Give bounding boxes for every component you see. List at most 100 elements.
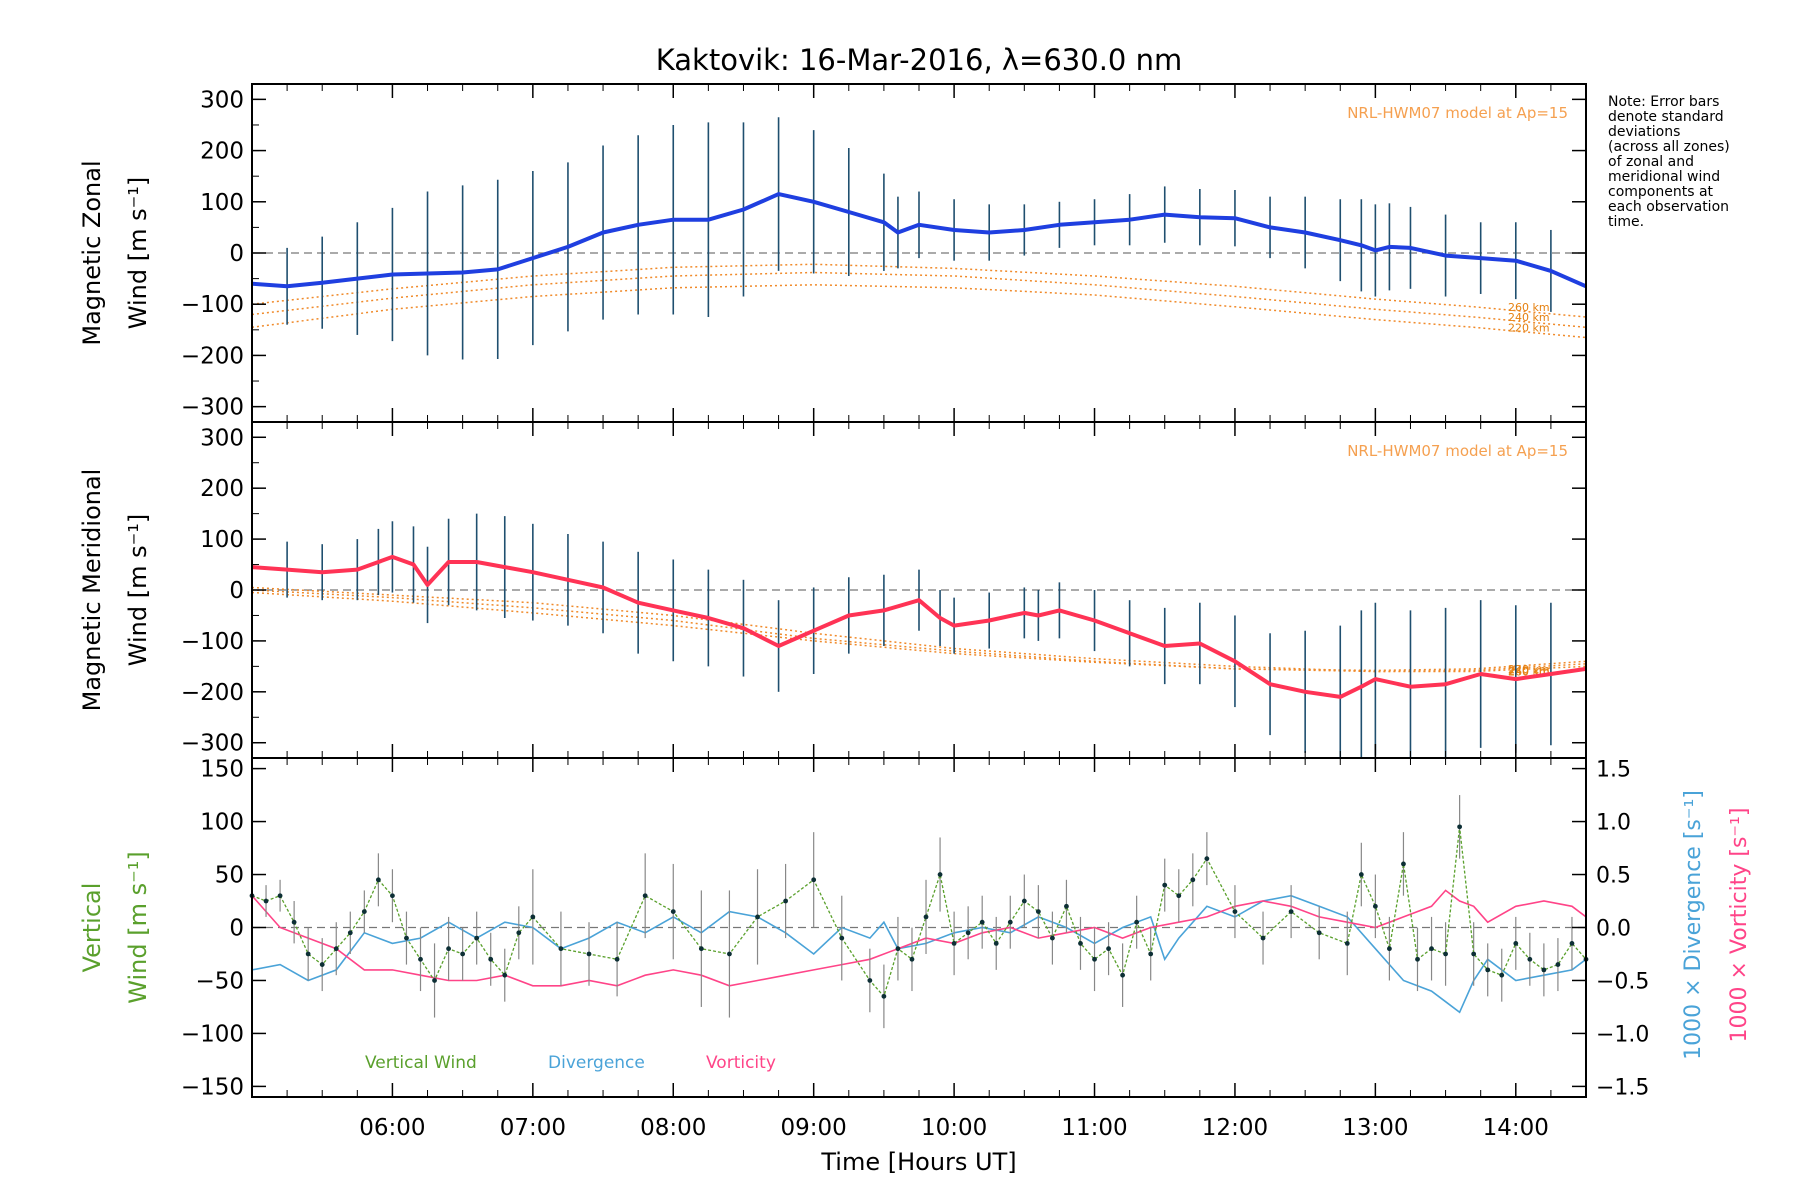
- vertical-wind-point: [909, 956, 915, 962]
- vertical-wind-point: [418, 956, 423, 962]
- vertical-wind-point: [1415, 956, 1420, 962]
- vertical-wind-point: [698, 946, 704, 952]
- y-tick-label: 150: [200, 757, 244, 783]
- vertical-wind-point: [839, 935, 845, 941]
- vertical-wind-point: [530, 914, 536, 920]
- vertical-wind-point: [1443, 951, 1448, 957]
- right-axis-label-divergence: 1000 × Divergence [s⁻¹]: [1681, 790, 1706, 1060]
- vertical-wind-point: [1316, 930, 1322, 936]
- y-tick-label: 300: [200, 425, 244, 451]
- note-line: (across all zones): [1608, 139, 1730, 155]
- right-axis-label-vorticity: 1000 × Vorticity [s⁻¹]: [1727, 808, 1752, 1043]
- model-alt-label: 220 km: [1508, 321, 1550, 334]
- model-label: NRL-HWM07 model at Ap=15: [1347, 104, 1568, 122]
- vertical-wind-point: [460, 951, 466, 957]
- vertical-wind-point: [881, 993, 887, 999]
- vertical-wind-point: [614, 956, 620, 962]
- vertical-wind-point: [783, 898, 788, 904]
- vertical-wind-point: [937, 872, 943, 877]
- vertical-wind-point: [404, 935, 409, 941]
- vertical-wind-point: [1485, 967, 1491, 973]
- note-line: denote standard: [1608, 109, 1724, 125]
- y-axis-label: Magnetic Zonal: [78, 160, 106, 345]
- vertical-wind-point: [319, 962, 325, 967]
- note-line: deviations: [1608, 124, 1680, 140]
- x-tick-label: 10:00: [921, 1115, 987, 1141]
- note-line: of zonal and: [1608, 154, 1694, 170]
- vertical-wind-point: [1190, 877, 1196, 883]
- vertical-wind-point: [558, 946, 564, 952]
- divergence-line: [251, 894, 1587, 1014]
- y-tick-label: 50: [215, 863, 244, 889]
- model-curve-260km: [251, 263, 1587, 318]
- vertical-wind-point: [1344, 940, 1350, 946]
- y-tick-label: 300: [200, 87, 244, 113]
- vertical-wind-point: [586, 951, 592, 957]
- vertical-wind-point: [446, 946, 451, 952]
- y-tick-label: −100: [181, 292, 244, 318]
- vertical-wind-point: [1288, 909, 1294, 915]
- x-tick-label: 11:00: [1061, 1115, 1127, 1141]
- model-alt-label: 260 km: [1508, 301, 1550, 314]
- vertical-wind-point: [1162, 882, 1168, 888]
- vertical-wind-point: [1401, 861, 1406, 867]
- vertical-wind-point: [993, 940, 999, 946]
- right-tick-label: −1.5: [1596, 1075, 1649, 1100]
- vertical-wind-point: [1148, 951, 1154, 957]
- right-tick-label: 0.0: [1596, 917, 1631, 942]
- series-line-zonal: [251, 192, 1587, 289]
- right-tick-label: 1.0: [1596, 811, 1631, 836]
- x-tick-label: 14:00: [1483, 1115, 1549, 1141]
- vertical-wind-point: [375, 877, 381, 883]
- vertical-wind-point: [474, 935, 480, 941]
- note-line: time.: [1608, 214, 1644, 230]
- y-tick-label: −100: [181, 1021, 244, 1047]
- x-axis-label: Time [Hours UT]: [820, 1148, 1016, 1176]
- y-tick-label: −200: [181, 343, 244, 369]
- vertical-wind-point: [1007, 919, 1013, 925]
- right-tick-label: 1.5: [1596, 758, 1631, 783]
- legend-item: Vorticity: [706, 1053, 776, 1073]
- y-axis-label: Vertical: [78, 883, 106, 973]
- model-alt-label: 240 km: [1508, 311, 1550, 324]
- vertical-wind-point: [432, 978, 437, 983]
- note-line: Note: Error bars: [1608, 94, 1719, 110]
- panel-vertical: Vertical Wind Divergence Vorticity 1.5 1.0 0.…: [78, 757, 1752, 1101]
- vertical-wind-point: [867, 978, 873, 983]
- y-tick-label: −300: [181, 731, 244, 757]
- y-tick-label: 100: [200, 190, 244, 216]
- vertical-wind-point: [1120, 972, 1126, 978]
- vertical-wind-point: [502, 972, 508, 978]
- vertical-wind-point: [1555, 962, 1561, 967]
- vertical-wind-point: [1035, 909, 1041, 915]
- vertical-wind-point: [390, 893, 395, 899]
- y-axis-label: Magnetic Meridional: [78, 469, 106, 712]
- vertical-wind-point: [1064, 903, 1069, 909]
- vertical-wind-point: [1232, 909, 1238, 915]
- vertical-wind-point: [1429, 946, 1434, 952]
- vertical-wind-point: [895, 946, 901, 952]
- model-alt-label: 220 km: [1508, 663, 1550, 676]
- vertical-wind-point: [755, 914, 760, 920]
- vertical-wind-point: [347, 930, 353, 936]
- vertical-wind-point: [291, 919, 297, 925]
- vertical-wind-point: [1176, 893, 1182, 899]
- y-axis-label: Wind [m s⁻¹]: [124, 851, 152, 1003]
- vertical-wind-point: [488, 956, 494, 962]
- vertical-wind-point: [305, 951, 311, 957]
- right-tick-label: −1.0: [1596, 1022, 1649, 1047]
- vertical-wind-point: [727, 951, 732, 957]
- x-tick-label: 09:00: [781, 1115, 847, 1141]
- vertical-wind-point: [333, 946, 339, 952]
- y-tick-label: 100: [200, 810, 244, 836]
- vertical-wind-point: [1387, 946, 1392, 952]
- vertical-wind-point: [811, 877, 817, 883]
- y-tick-label: 200: [200, 476, 244, 502]
- vertical-wind-point: [642, 893, 648, 899]
- y-tick-label: −150: [181, 1074, 244, 1100]
- x-tick-label: 12:00: [1202, 1115, 1268, 1141]
